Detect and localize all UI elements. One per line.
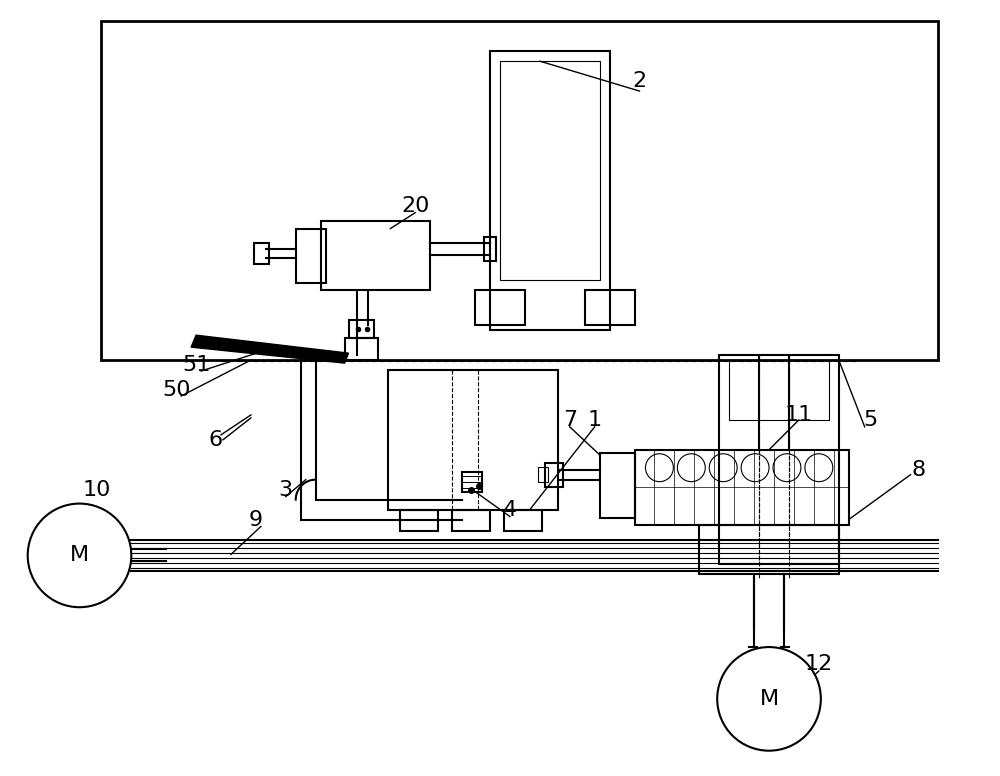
Text: 3: 3 [279, 480, 293, 500]
Bar [452, 510, 490, 532]
Bar [699, 525, 839, 574]
Text: 4: 4 [503, 500, 517, 520]
Bar [600, 452, 635, 518]
Bar [345, 338, 378, 360]
Text: 11: 11 [785, 405, 813, 425]
Circle shape [717, 647, 821, 750]
Text: M: M [759, 689, 779, 709]
Text: 2: 2 [632, 71, 647, 91]
Text: 6: 6 [209, 430, 223, 450]
Bar [296, 229, 326, 283]
Bar [545, 462, 563, 487]
Bar [400, 510, 438, 532]
Text: M: M [70, 546, 89, 566]
Text: 12: 12 [805, 654, 833, 674]
Bar [729, 360, 829, 420]
Bar [585, 290, 635, 325]
Text: 10: 10 [82, 480, 111, 500]
Bar [321, 220, 430, 290]
Text: 9: 9 [249, 510, 263, 529]
Text: 7: 7 [563, 410, 577, 430]
Bar [500, 61, 600, 280]
Text: 20: 20 [401, 196, 429, 216]
Bar [538, 466, 548, 482]
Text: 51: 51 [182, 355, 210, 375]
Circle shape [28, 504, 131, 607]
Bar [101, 21, 938, 360]
Bar [719, 355, 839, 564]
Text: 5: 5 [864, 410, 878, 430]
Bar [388, 370, 558, 510]
Bar [462, 472, 482, 492]
Bar [484, 237, 496, 262]
Bar [475, 290, 525, 325]
Text: 8: 8 [911, 459, 926, 480]
Bar [490, 51, 610, 331]
Bar [349, 320, 374, 338]
Bar [254, 243, 269, 265]
Polygon shape [191, 335, 349, 363]
Text: 50: 50 [162, 380, 190, 400]
Bar [635, 450, 849, 525]
Bar [504, 510, 542, 532]
Text: 1: 1 [588, 410, 602, 430]
